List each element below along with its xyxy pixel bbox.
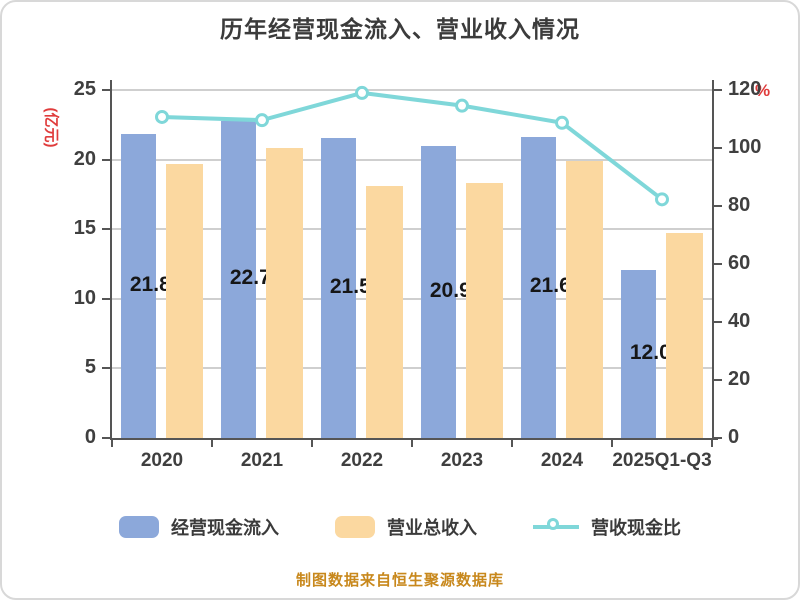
- legend-item-cash-inflow: 经营现金流入: [119, 514, 279, 540]
- left-axis-tick-label: 5: [84, 356, 96, 379]
- right-axis-tick: [714, 147, 722, 149]
- x-axis-tick: [711, 438, 713, 447]
- cash-ratio-point-marker: [155, 109, 169, 124]
- left-axis-tick: [102, 228, 110, 231]
- x-axis-tick: [311, 438, 313, 447]
- bar-value-label: 21.636: [529, 274, 595, 298]
- right-axis-tick: [714, 379, 722, 381]
- left-axis-tick-label: 10: [73, 286, 96, 309]
- cash-ratio-line-marker-icon: [533, 516, 579, 538]
- cash-inflow-bar: [121, 134, 156, 438]
- x-axis-tick-label: 2022: [340, 450, 384, 471]
- right-axis-tick: [714, 205, 722, 207]
- x-axis-tick-label: 2021: [240, 450, 284, 471]
- right-axis-tick-label: 40: [728, 310, 751, 332]
- right-axis-tick-label: 0: [728, 426, 740, 448]
- cash-inflow-swatch-icon: [119, 516, 159, 538]
- grid-line: [112, 228, 712, 231]
- revenue-bar: [566, 160, 603, 438]
- grid-line: [112, 89, 712, 91]
- left-axis-tick: [102, 437, 110, 439]
- total-revenue-swatch-icon: [335, 516, 375, 538]
- right-axis-unit-label: %: [755, 81, 771, 100]
- data-source-note: 制图数据来自恒生聚源数据库: [295, 572, 504, 589]
- x-axis-tick: [511, 438, 513, 447]
- left-axis-line: [110, 80, 112, 440]
- left-axis-tick: [102, 158, 110, 161]
- grid-line: [112, 158, 712, 161]
- cash-inflow-bar: [621, 269, 656, 438]
- left-axis-tick-label: 20: [73, 147, 96, 170]
- right-axis-tick: [714, 437, 722, 439]
- cash-ratio-point-marker: [655, 192, 669, 207]
- legend-label-cash-ratio: 营收现金比: [591, 518, 681, 538]
- grid-line: [112, 367, 712, 370]
- circle-marker-icon: [547, 518, 559, 530]
- revenue-bar: [366, 186, 403, 438]
- right-axis-tick-label: 100: [728, 136, 762, 158]
- x-axis-tick-label: 2024: [540, 450, 584, 471]
- left-axis-tick: [102, 367, 110, 370]
- legend-item-cash-ratio: 营收现金比: [533, 514, 681, 540]
- x-axis-tick: [211, 438, 213, 447]
- right-axis-tick: [714, 321, 722, 323]
- legend-label-total-revenue: 营业总收入: [387, 518, 477, 538]
- left-axis-tick-label: 15: [73, 217, 96, 240]
- right-axis-tick-label: 60: [728, 252, 751, 274]
- x-axis-line: [110, 438, 718, 440]
- left-axis-tick: [102, 89, 110, 91]
- right-axis-line: [712, 80, 714, 440]
- revenue-bar: [166, 163, 203, 438]
- revenue-bar: [666, 233, 703, 438]
- legend: 经营现金流入 营业总收入 营收现金比: [2, 514, 798, 540]
- cash-ratio-point-marker: [255, 113, 269, 128]
- right-axis-tick-label: 20: [728, 368, 751, 390]
- left-axis-tick: [102, 297, 110, 300]
- x-axis-tick-label: 2025Q1-Q3: [612, 450, 712, 471]
- grid-line: [112, 297, 712, 300]
- revenue-bar: [466, 183, 503, 438]
- cash-ratio-point-marker: [555, 115, 569, 130]
- x-axis-tick: [111, 438, 113, 447]
- right-axis-tick-label: 80: [728, 194, 751, 216]
- right-axis-tick: [714, 263, 722, 265]
- x-axis-tick: [411, 438, 413, 447]
- right-axis-tick: [714, 89, 722, 91]
- chart-title: 历年经营现金流入、营业收入情况: [220, 16, 580, 42]
- legend-item-total-revenue: 营业总收入: [335, 514, 477, 540]
- x-axis-tick: [611, 438, 613, 447]
- bar-value-label: 12.095: [629, 340, 695, 364]
- x-axis-tick-label: 2020: [140, 450, 184, 471]
- left-axis-tick-label: 25: [73, 78, 96, 100]
- legend-label-cash-inflow: 经营现金流入: [171, 518, 279, 538]
- x-axis-tick-label: 2023: [440, 450, 484, 471]
- right-axis-tick-label: 120: [728, 78, 762, 100]
- left-axis-tick-label: 0: [84, 426, 96, 448]
- cash-ratio-point-marker: [455, 98, 469, 113]
- revenue-bar: [266, 148, 303, 438]
